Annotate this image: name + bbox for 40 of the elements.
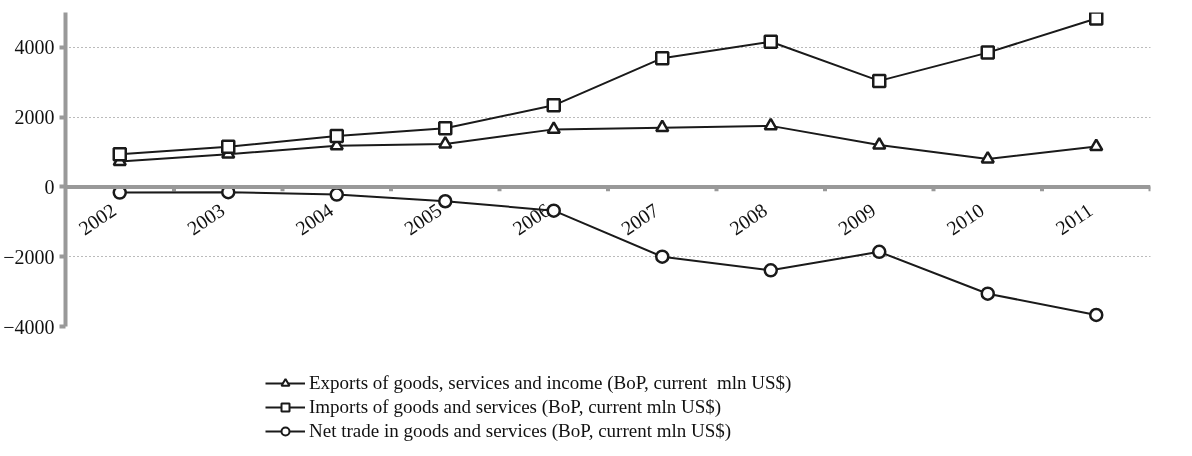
point (655, 50, 670, 66)
point (655, 119, 670, 133)
legend-label: Exports of goods, services and income (BoP, current mln US$) (309, 372, 792, 394)
y-tick-label: −4000 (3, 315, 55, 338)
x-tick-label: 2007 (616, 198, 663, 240)
point (546, 98, 561, 113)
y-tick-label: 0 (44, 175, 55, 198)
point (112, 146, 127, 162)
point (1089, 138, 1104, 152)
x-tick-label: 2005 (399, 198, 446, 240)
point (980, 45, 995, 60)
point (329, 187, 344, 202)
y-tick-label: −2000 (3, 245, 55, 268)
x-tick-label: 2004 (291, 198, 337, 240)
x-tick-label: 2010 (942, 198, 988, 240)
x-tick-label: 2003 (182, 198, 229, 240)
point (655, 249, 670, 264)
point (872, 244, 887, 260)
point (329, 128, 344, 144)
point (438, 135, 453, 149)
point (438, 121, 453, 136)
point (1089, 12, 1104, 26)
point (221, 139, 236, 155)
y-tick-label: 4000 (14, 36, 55, 59)
point (763, 117, 778, 131)
point (1089, 307, 1104, 323)
point (763, 263, 778, 278)
point (980, 286, 995, 301)
x-tick-label: 2008 (725, 198, 771, 240)
legend-label: Imports of goods and services (BoP, current mln US$) (309, 396, 722, 418)
x-tick-label: 2011 (1051, 198, 1097, 239)
point (872, 136, 887, 150)
point (763, 34, 778, 50)
x-tick-label: 2002 (74, 198, 120, 240)
legend-label: Net trade in goods and services (BoP, current mln US$) (309, 420, 732, 442)
point (872, 73, 887, 89)
point (980, 150, 995, 164)
y-tick-label: 2000 (14, 106, 55, 129)
x-tick-label: 2009 (833, 198, 880, 240)
point (546, 121, 561, 135)
